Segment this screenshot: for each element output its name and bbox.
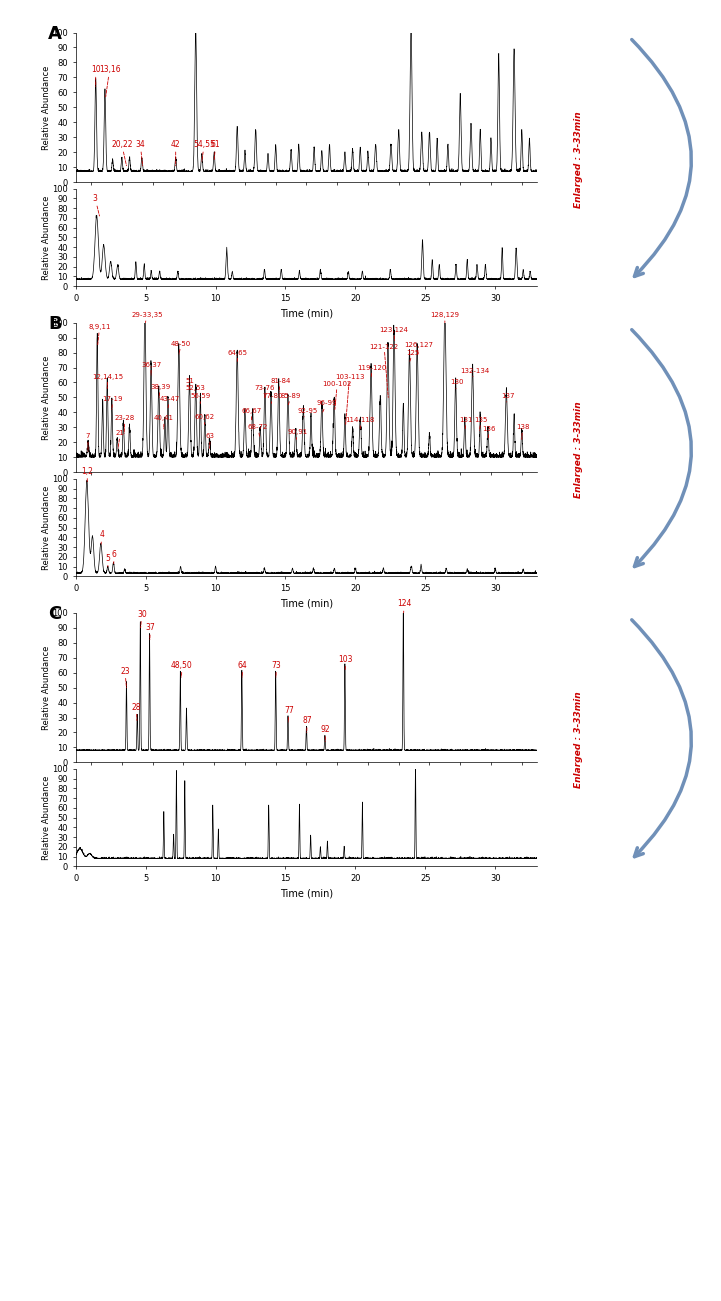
- Text: Enlarged : 3-33min: Enlarged : 3-33min: [574, 691, 583, 788]
- X-axis label: Time (min): Time (min): [280, 308, 333, 319]
- Text: 135: 135: [474, 416, 487, 431]
- X-axis label: Time (min): Time (min): [280, 889, 333, 899]
- Text: 23-28: 23-28: [115, 415, 135, 433]
- Text: 123,124: 123,124: [380, 327, 409, 341]
- Text: 51: 51: [185, 379, 194, 389]
- Text: 125: 125: [406, 350, 419, 362]
- Text: 37: 37: [146, 623, 155, 640]
- Text: 48-50: 48-50: [171, 341, 191, 354]
- Text: 38,39: 38,39: [150, 384, 170, 398]
- Text: 132-134: 132-134: [460, 367, 490, 376]
- Text: 73: 73: [272, 661, 281, 677]
- X-axis label: Time (min): Time (min): [280, 598, 333, 609]
- Y-axis label: Relative Abundance: Relative Abundance: [42, 775, 51, 860]
- Y-axis label: Relative Abundance: Relative Abundance: [42, 645, 51, 730]
- Text: 103: 103: [338, 654, 353, 670]
- Text: 48,50: 48,50: [171, 661, 193, 677]
- Text: 4: 4: [99, 531, 104, 544]
- Text: 30: 30: [137, 610, 146, 627]
- Text: 21: 21: [116, 431, 125, 449]
- Text: 136: 136: [483, 425, 496, 438]
- Text: 28: 28: [132, 703, 141, 721]
- Y-axis label: Relative Abundance: Relative Abundance: [42, 195, 51, 280]
- Text: 66,67: 66,67: [242, 409, 262, 420]
- Text: 124: 124: [397, 600, 411, 613]
- Text: 90,91: 90,91: [287, 429, 307, 440]
- Text: 64,65: 64,65: [228, 350, 248, 362]
- Text: 7: 7: [86, 433, 90, 451]
- Text: 103-113: 103-113: [335, 373, 364, 424]
- Text: 96-99: 96-99: [317, 401, 337, 412]
- Text: A: A: [48, 25, 62, 43]
- Text: 12,14,15: 12,14,15: [92, 373, 123, 389]
- Text: 3: 3: [93, 194, 99, 216]
- Text: 5: 5: [105, 554, 110, 566]
- Text: 100-102: 100-102: [322, 381, 352, 410]
- Text: 23: 23: [120, 666, 130, 687]
- Text: 92-95: 92-95: [297, 409, 317, 416]
- Text: 10: 10: [91, 65, 100, 86]
- Text: 42: 42: [171, 141, 180, 165]
- Text: 56-59: 56-59: [190, 393, 211, 403]
- Text: 121-122: 121-122: [370, 343, 399, 398]
- Text: 6: 6: [112, 550, 117, 563]
- Text: 68-72: 68-72: [248, 424, 268, 436]
- Text: 34: 34: [136, 141, 145, 165]
- Text: 1,2: 1,2: [81, 467, 94, 481]
- Text: 61: 61: [211, 141, 221, 160]
- Text: 40,41: 40,41: [154, 415, 174, 429]
- Text: 13,16: 13,16: [99, 65, 120, 96]
- Y-axis label: Relative Abundance: Relative Abundance: [42, 355, 51, 440]
- Y-axis label: Relative Abundance: Relative Abundance: [42, 485, 51, 570]
- Text: Enlarged : 3-33min: Enlarged : 3-33min: [574, 401, 583, 498]
- Text: 64: 64: [238, 661, 247, 677]
- Text: 43-47: 43-47: [159, 396, 180, 409]
- Text: 137: 137: [501, 393, 515, 402]
- Text: 8,9,11: 8,9,11: [88, 324, 111, 345]
- Y-axis label: Relative Abundance: Relative Abundance: [42, 65, 51, 150]
- Text: 87: 87: [302, 716, 312, 732]
- Text: B: B: [48, 315, 61, 333]
- Text: 114-118: 114-118: [345, 416, 375, 429]
- Text: 92: 92: [321, 725, 330, 742]
- Text: 77-80: 77-80: [262, 393, 283, 403]
- Text: 17-19: 17-19: [102, 396, 123, 410]
- Text: 52,53: 52,53: [186, 385, 205, 396]
- Text: 81-84: 81-84: [270, 379, 291, 392]
- Text: 29-33,35: 29-33,35: [131, 312, 163, 323]
- Text: 73-76: 73-76: [255, 385, 275, 398]
- Text: 131: 131: [460, 416, 473, 429]
- Text: 119-120: 119-120: [357, 364, 386, 376]
- Text: 85-89: 85-89: [281, 393, 301, 405]
- Text: 126,127: 126,127: [404, 342, 433, 354]
- Text: 138: 138: [516, 424, 529, 440]
- Text: 128,129: 128,129: [430, 312, 459, 323]
- Text: 130: 130: [451, 380, 464, 389]
- Text: 36,37: 36,37: [141, 362, 162, 375]
- Text: 54,55: 54,55: [193, 141, 215, 161]
- Text: 60,62: 60,62: [195, 414, 215, 424]
- Text: C: C: [48, 605, 61, 623]
- Text: 20,22: 20,22: [111, 141, 133, 165]
- Text: Enlarged : 3-33min: Enlarged : 3-33min: [574, 111, 583, 208]
- Text: 63: 63: [205, 433, 215, 449]
- Text: 77: 77: [284, 705, 293, 722]
